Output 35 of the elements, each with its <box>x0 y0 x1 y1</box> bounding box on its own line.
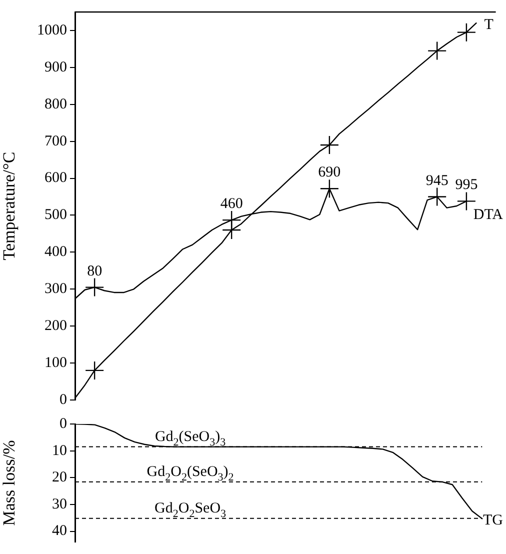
y-tick-label: 900 <box>44 59 67 76</box>
point <box>320 135 340 155</box>
y-tick-label: 300 <box>44 281 67 298</box>
y-tick-label: 200 <box>44 318 67 334</box>
y-tick-label: 10 <box>52 442 67 459</box>
y-tick-label: 0 <box>60 392 67 408</box>
series-label: TG <box>483 512 504 529</box>
point <box>84 360 104 380</box>
annotation: 690 <box>318 164 341 181</box>
y-tick-label: 400 <box>44 244 67 260</box>
point <box>222 220 242 240</box>
y-tick-label: 700 <box>44 133 67 150</box>
y-tick-label: 800 <box>44 96 67 112</box>
point <box>427 41 447 60</box>
y-tick-label: 1000 <box>37 22 67 38</box>
point <box>456 192 476 211</box>
series-label: T <box>484 17 494 34</box>
y-axis-title: Temperature/°C <box>0 152 19 260</box>
point <box>84 278 104 297</box>
annotation: 80 <box>87 263 102 280</box>
y-tick-label: 600 <box>44 170 67 186</box>
annotation: 945 <box>426 172 448 189</box>
y-tick-label: 0 <box>60 416 67 432</box>
series-label: DTA <box>473 207 504 224</box>
point <box>320 179 340 198</box>
y-tick-label: 100 <box>44 354 67 371</box>
y-tick-label: 20 <box>52 470 67 486</box>
point <box>427 187 447 206</box>
point <box>456 22 476 42</box>
annotation: 995 <box>455 177 478 194</box>
y-tick-label: 500 <box>44 207 67 224</box>
y-tick-label: 40 <box>52 523 67 540</box>
y-tick-label: 30 <box>52 496 67 512</box>
annotation: 460 <box>220 196 243 212</box>
y-axis-title: Mass loss/% <box>0 440 19 526</box>
